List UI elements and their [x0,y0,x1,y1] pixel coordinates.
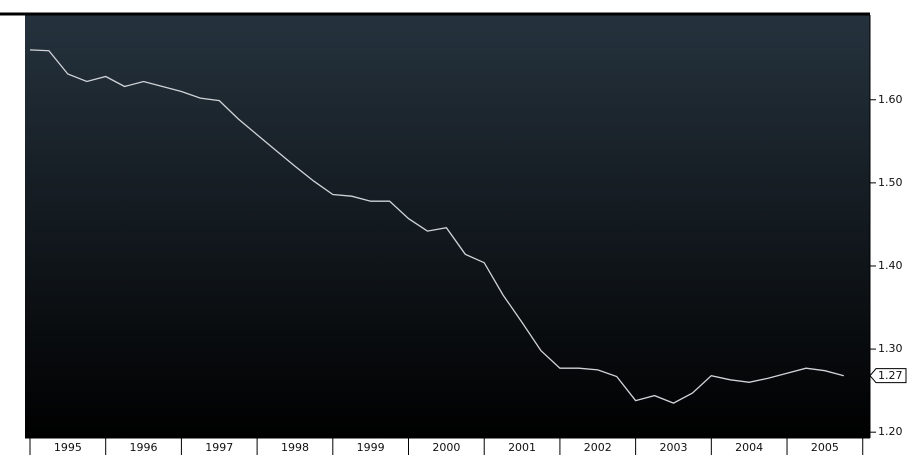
x-tick-label: 1995 [54,441,82,454]
y-tick-label: 1.50 [878,176,903,189]
x-tick-label: 2004 [735,441,763,454]
x-tick-label: 2002 [584,441,612,454]
x-tick-label: 2001 [508,441,536,454]
x-tick-label: 2000 [432,441,460,454]
x-tick-label: 1999 [357,441,385,454]
x-tick-label: 1996 [130,441,158,454]
last-value-label: 1.27 [878,369,903,382]
y-tick-label: 1.60 [878,93,903,106]
x-tick-label: 1997 [205,441,233,454]
x-tick-label: 2003 [659,441,687,454]
plot-area [25,15,870,438]
y-tick-label: 1.40 [878,259,903,272]
y-tick-label: 1.20 [878,425,903,438]
last-value-tag [869,368,907,384]
line [29,49,844,404]
x-tick-label: 1998 [281,441,309,454]
y-tick-label: 1.30 [878,342,903,355]
x-tick-label: 2005 [811,441,839,454]
